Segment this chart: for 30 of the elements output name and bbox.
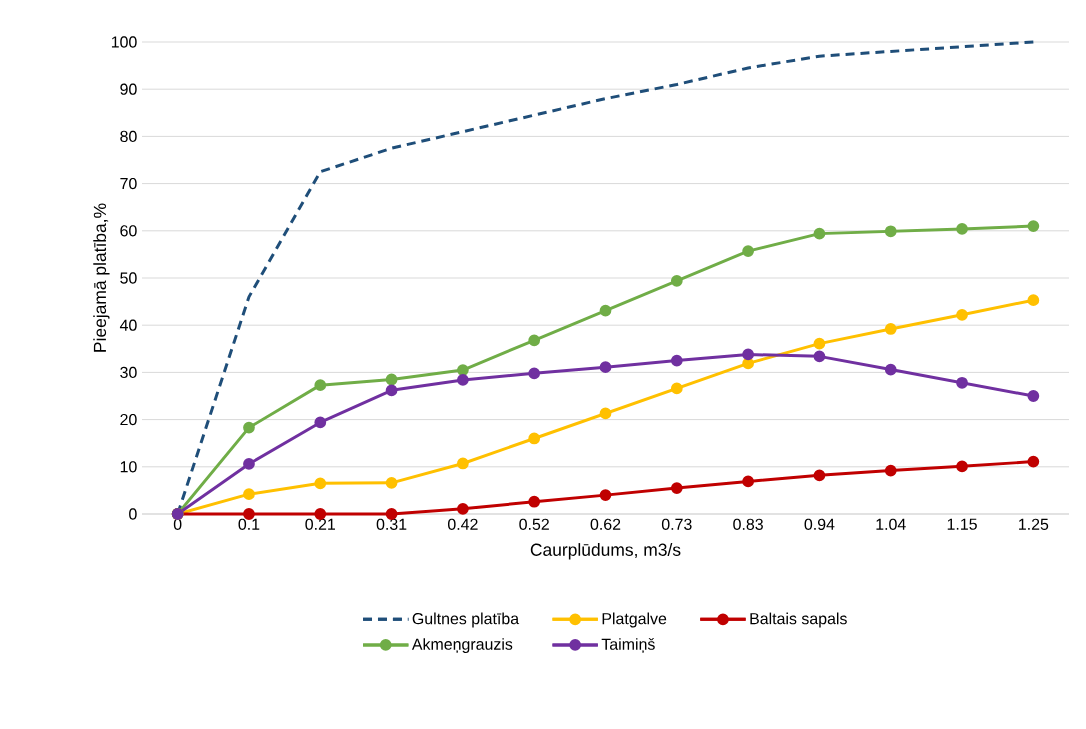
x-tick-label: 0.31 [376, 518, 407, 530]
x-tick-label: 0.52 [519, 518, 549, 530]
y-tick-label: 20 [120, 413, 137, 426]
legend-label: Akmeņgrauzis [411, 638, 513, 654]
y-tick-label: 70 [120, 177, 137, 190]
y-tick-label: 0 [129, 508, 137, 520]
y-tick-label: 80 [120, 130, 137, 143]
legend-label: Baltais sapals [750, 612, 847, 628]
legend-label: Platgalve [602, 612, 667, 628]
y-axis-title: Pieejamā platība,% [93, 203, 110, 352]
x-tick-label: 0.94 [804, 518, 835, 530]
x-tick-label: 1.15 [947, 518, 977, 530]
y-tick-label: 100 [111, 36, 137, 48]
legend-label: Taimiņš [601, 638, 655, 654]
x-tick-label: 0.73 [661, 518, 692, 530]
x-axis-title: Caurplūdums, m3/s [530, 543, 681, 560]
y-tick-label: 40 [119, 319, 137, 331]
y-tick-label: 60 [120, 225, 137, 237]
x-tick-label: 0.62 [590, 518, 621, 530]
x-tick-label: 1.25 [1019, 518, 1049, 530]
x-tick-label: 1.04 [876, 518, 906, 530]
x-tick-label: 0.42 [448, 518, 478, 530]
y-tick-label: 90 [120, 83, 137, 95]
y-tick-label: 10 [120, 461, 137, 473]
x-tick-label: 0.21 [305, 518, 335, 530]
y-tick-label: 30 [120, 366, 137, 379]
x-tick-label: 0.1 [238, 518, 260, 530]
x-tick-label: 0.83 [733, 518, 763, 530]
legend-label: Gultnes platība [412, 612, 520, 628]
y-tick-label: 50 [120, 272, 137, 284]
